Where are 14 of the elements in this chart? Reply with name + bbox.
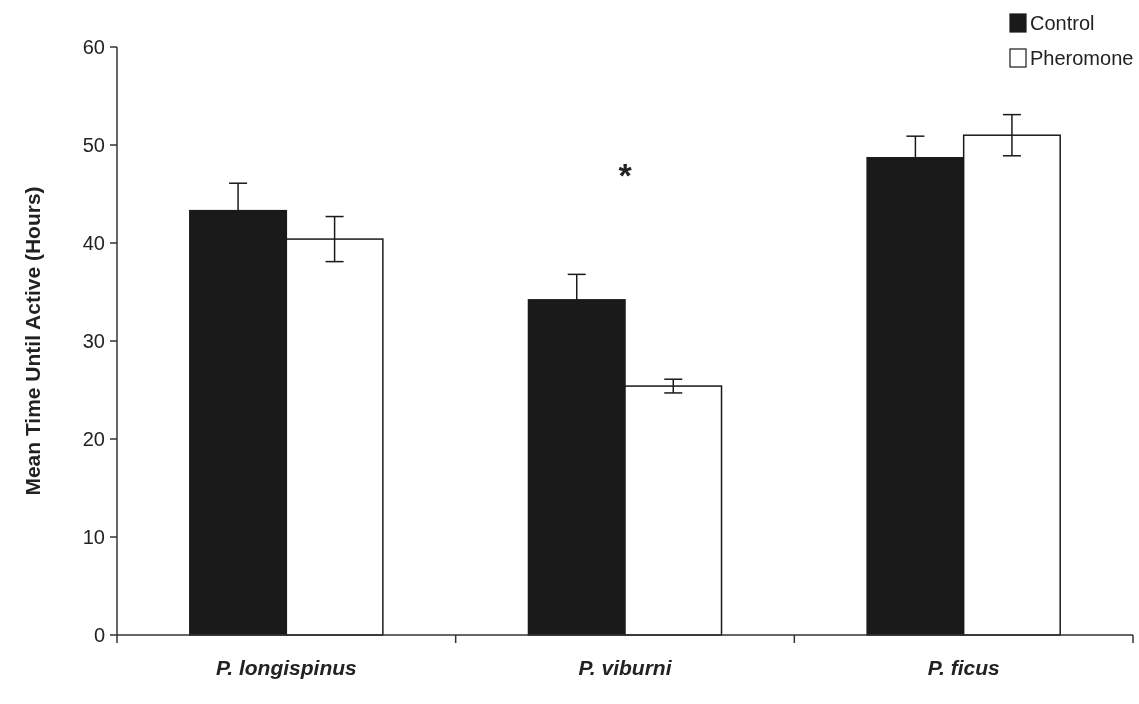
y-tick-label: 0 [93, 624, 105, 646]
annotation: * [618, 155, 633, 194]
y-tick-label: 50 [82, 134, 105, 156]
x-tick-label: P. longispinus [215, 656, 357, 679]
x-tick-label: P. viburni [578, 656, 673, 679]
legend-label: Pheromone [1030, 47, 1134, 69]
y-tick-label: 20 [82, 428, 105, 450]
y-tick-label: 60 [82, 36, 105, 58]
y-tick-label: 10 [82, 526, 105, 548]
legend-label: Control [1030, 12, 1095, 34]
y-axis-title: Mean Time Until Active (Hours) [21, 186, 44, 496]
y-tick-label: 30 [82, 330, 105, 352]
x-tick-label: P. ficus [927, 656, 1000, 679]
y-tick-label: 40 [82, 232, 105, 254]
